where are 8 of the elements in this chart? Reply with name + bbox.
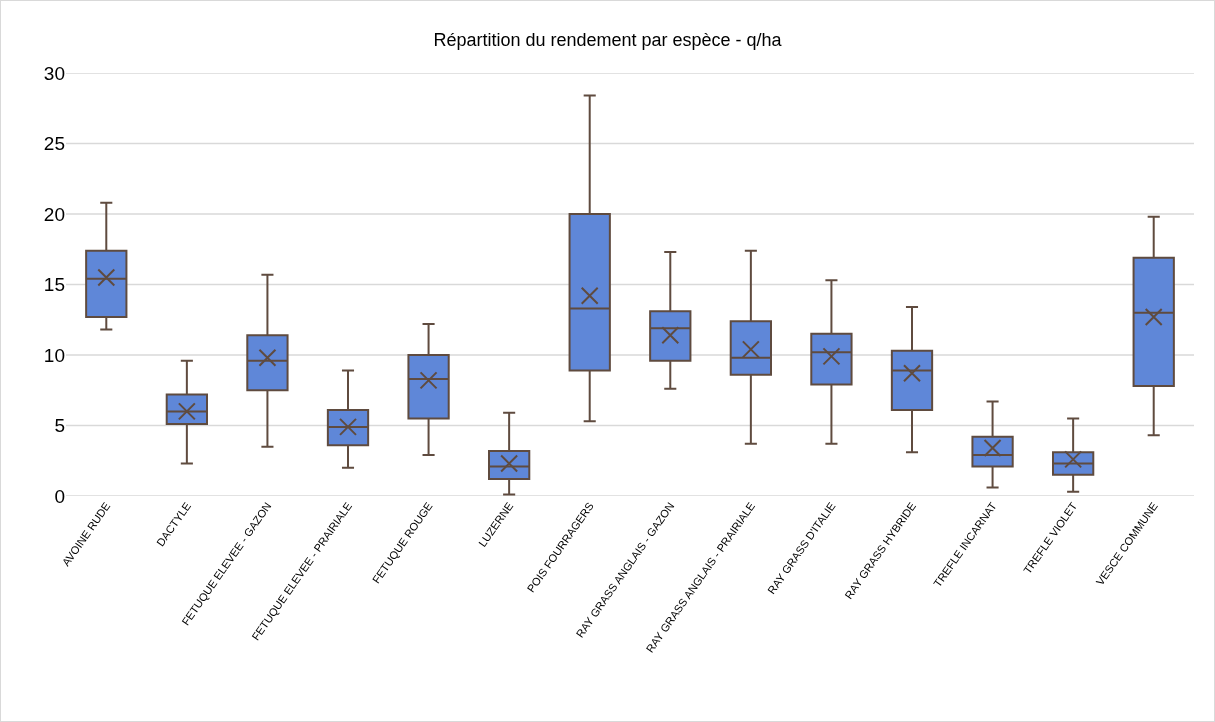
y-tick-label: 25 xyxy=(43,133,65,155)
y-tick-label: 30 xyxy=(43,62,65,84)
y-tick-label: 10 xyxy=(43,344,65,366)
y-tick-label: 15 xyxy=(43,274,65,296)
y-tick-label: 20 xyxy=(43,203,65,225)
y-tick-label: 0 xyxy=(54,485,65,507)
chart-title: Répartition du rendement par espèce - q/ha xyxy=(433,30,783,50)
y-tick-label: 5 xyxy=(54,415,65,437)
